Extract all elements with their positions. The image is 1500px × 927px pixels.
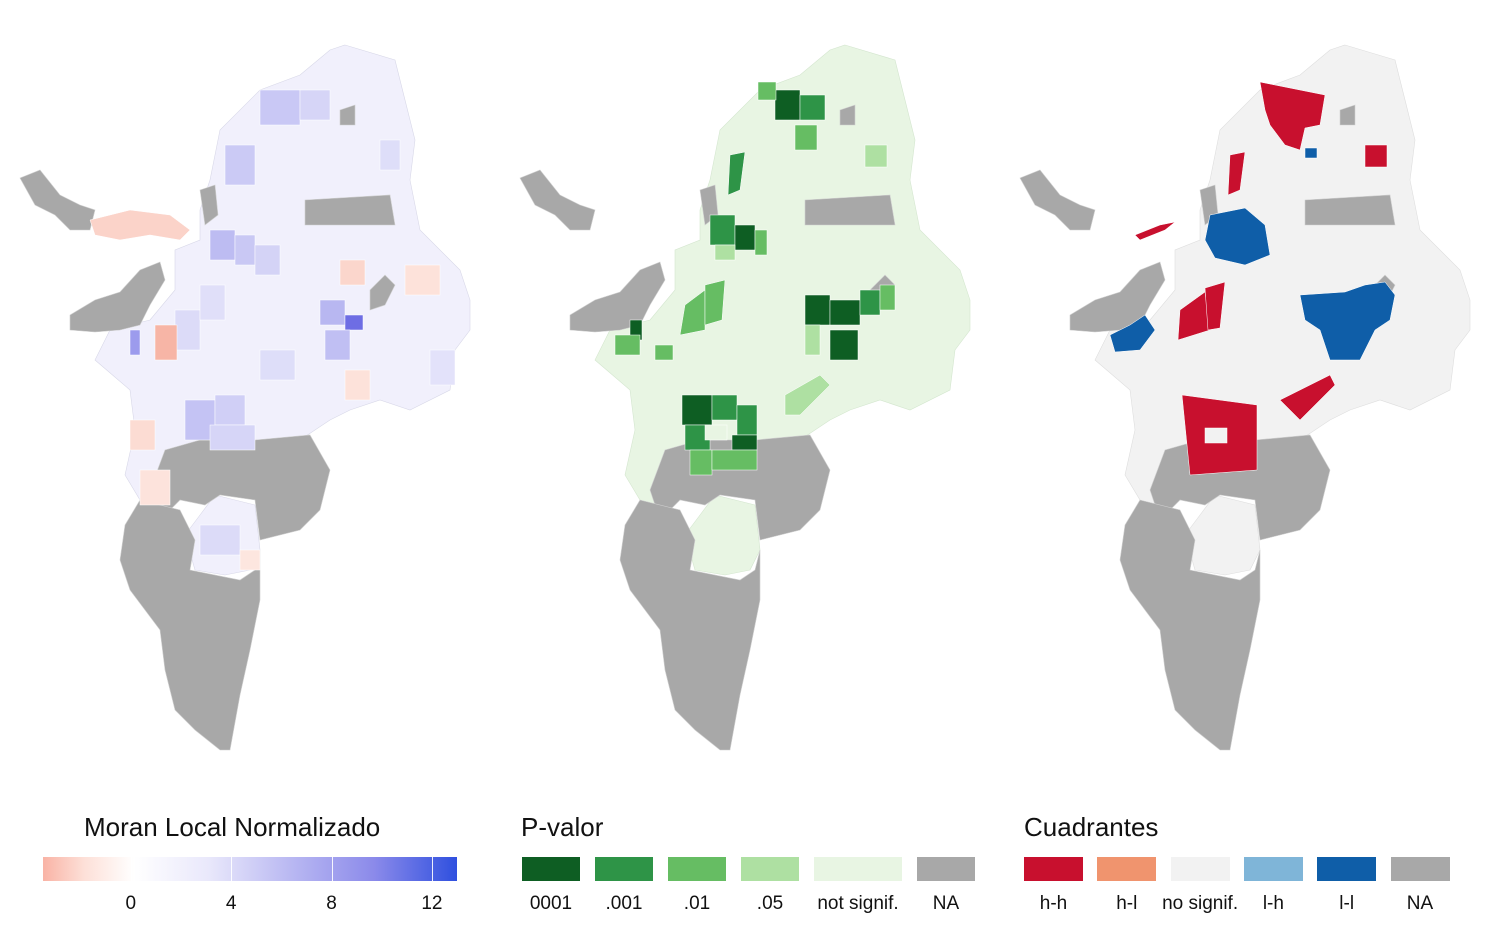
legend-moran-tick: [130, 857, 132, 881]
legend-moran-tick: [431, 857, 433, 881]
legend-quad-item-swatch: [1170, 857, 1230, 881]
legend-pval-item-label: .01: [683, 893, 711, 914]
legend-quad-item-swatch: [1097, 857, 1157, 881]
legend-moran-tick-label: 0: [125, 893, 137, 914]
na-regions: [19, 104, 396, 751]
legend-quad-item-label: no signif.: [1162, 893, 1239, 914]
quad-cells-nosignif-holes: [1204, 427, 1228, 444]
map-moran-local: [19, 44, 471, 751]
legend-pval-item-label: NA: [932, 893, 960, 914]
pval-cells: [614, 81, 896, 476]
legend-pval-item-label: 0001: [529, 893, 573, 914]
legend-pval-item-swatch: [522, 857, 580, 881]
moran-cells-positive: [129, 89, 456, 556]
legend-quad-item-label: l-h: [1262, 893, 1284, 914]
legend-quad-item-label: h-h: [1039, 893, 1068, 914]
map-cuadrantes: [1019, 44, 1471, 751]
legend-pval-item-swatch: [668, 857, 726, 881]
legend-pval-item-swatch: [814, 857, 902, 881]
legend-pval-item-label: .001: [605, 893, 643, 914]
legend-quad-item-swatch: [1317, 857, 1377, 881]
moran-cells-negative: [89, 209, 441, 571]
legend-moran-tick: [231, 857, 233, 881]
legend-pval-item-label: .05: [756, 893, 784, 914]
legend-quad-item-label: l-l: [1339, 893, 1355, 914]
legend-quad-item-label: h-l: [1116, 893, 1138, 914]
legend-moran-tick-label: 12: [421, 893, 443, 914]
legend-moran-colorbar: [43, 857, 457, 881]
legend-quad-item-swatch: [1024, 857, 1083, 881]
quad-cells-ll: [1109, 147, 1396, 361]
legend-pval-item-swatch: [741, 857, 799, 881]
legend-pval-item-swatch: [595, 857, 653, 881]
legend-moran-title: Moran Local Normalizado: [84, 812, 381, 842]
legend-quad-item-swatch: [1390, 857, 1450, 881]
legend-moran-tick-label: 4: [225, 893, 237, 914]
legend-quad-title: Cuadrantes: [1024, 812, 1159, 842]
legend-moran-tick-label: 8: [326, 893, 337, 914]
legend-pval-item-swatch: [917, 857, 975, 881]
map-p-valor: [519, 44, 971, 751]
legend-quad-item-label: NA: [1406, 893, 1434, 914]
legend-pval-title: P-valor: [521, 812, 604, 842]
legend-quad-item-swatch: [1243, 857, 1303, 881]
legend-moran-tick: [331, 857, 333, 881]
legend-pval-item-label: not signif.: [817, 893, 899, 914]
